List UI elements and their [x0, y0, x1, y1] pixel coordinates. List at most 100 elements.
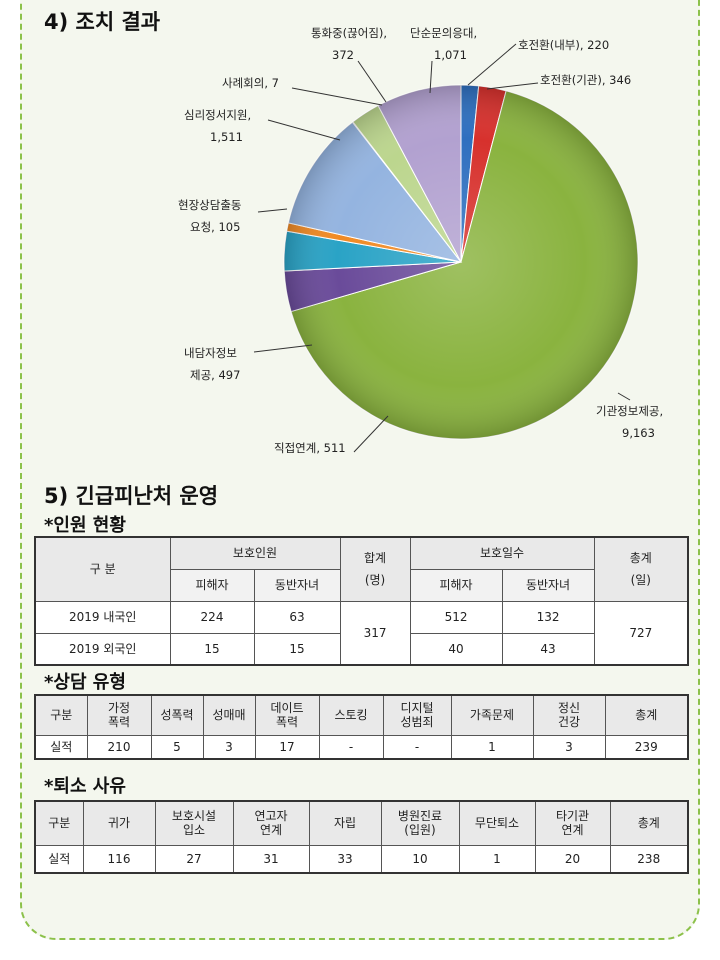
header-grand-unit: (일): [630, 573, 651, 588]
label-transfer-agency: 호전환(기관), 346: [540, 69, 631, 91]
table-row: 실적 210 5 3 17 - - 1 3 239: [34, 734, 689, 760]
cell: 116: [82, 844, 156, 874]
cell: 17: [254, 734, 320, 760]
col-total: 총계: [604, 694, 689, 736]
leave-table: 구분 귀가 보호시설 입소 연고자 연계 자립 병원진료 (입원) 무단퇴소 타기관 연…: [34, 800, 689, 874]
label-transfer-internal-text: 호전환(내부), 220: [518, 38, 610, 52]
col-dating-violence: 데이트 폭력: [254, 694, 320, 736]
cell-victim-days: 40: [409, 632, 503, 666]
header-total-unit: (명): [364, 573, 386, 588]
leader-line-0: [357, 60, 387, 103]
col-mental-health: 정신 건강: [532, 694, 606, 736]
cell: 33: [308, 844, 382, 874]
col-other-agency: 타기관 연계: [534, 800, 611, 846]
cell-victim: 15: [169, 632, 255, 666]
header-category: 구 분: [34, 536, 171, 602]
col-total: 총계: [609, 800, 689, 846]
label-field-dispatch: 현장상담출동 요청, 105: [178, 194, 241, 238]
header-grand-total: 총계 (일): [593, 536, 689, 602]
col-stalking: 스토킹: [318, 694, 384, 736]
leader-line-5: [267, 119, 341, 141]
label-field-dispatch-value: 요청, 105: [190, 220, 241, 234]
header-child: 동반자녀: [253, 568, 341, 602]
label-agency-info-value: 9,163: [622, 426, 655, 440]
section-4-title: 4) 조치 결과: [44, 10, 161, 34]
col-independence: 자립: [308, 800, 382, 846]
label-psych-support-name: 심리정서지원,: [184, 108, 252, 122]
cell-child: 15: [253, 632, 341, 666]
leader-line-6: [257, 208, 288, 213]
cell-child-days: 132: [501, 600, 595, 634]
label-simple-inquiry-name: 단순문의응대,: [410, 26, 478, 40]
leader-line-2: [467, 43, 517, 86]
cell: 3: [202, 734, 256, 760]
header-victim: 피해자: [169, 568, 255, 602]
cell: 238: [609, 844, 689, 874]
cell: 실적: [34, 844, 84, 874]
table-row: 2019 외국인 15 15 40 43: [34, 632, 688, 666]
row-label: 2019 내국인: [34, 600, 171, 634]
cell-child-days: 43: [501, 632, 595, 666]
cell: -: [382, 734, 452, 760]
table-row: 2019 내국인 224 63 317 512 132 727: [34, 600, 689, 666]
leader-line-1: [429, 60, 433, 94]
label-case-meeting-text: 사례회의, 7: [222, 76, 279, 90]
col-relative-link: 연고자 연계: [232, 800, 310, 846]
col-unauthorized-leave: 무단퇴소: [458, 800, 536, 846]
cell: 1: [450, 734, 534, 760]
personnel-table: 구 분 보호인원 합계 (명) 보호일수 총계 (일) 피해자 동반자녀 피해자 동…: [34, 536, 690, 666]
label-transfer-internal: 호전환(내부), 220: [518, 34, 609, 56]
leader-line-4: [291, 87, 383, 106]
label-on-call: 통화중(끊어짐), 372: [304, 22, 394, 66]
label-client-info-value: 제공, 497: [190, 368, 241, 382]
cell: -: [318, 734, 384, 760]
leave-title: *퇴소 사유: [44, 776, 126, 797]
leader-line-7: [253, 344, 313, 353]
col-sexual-violence: 성폭력: [150, 694, 204, 736]
label-client-info: 내담자정보 제공, 497: [184, 342, 240, 386]
leader-line-3: [486, 82, 539, 90]
col-prostitution: 성매매: [202, 694, 256, 736]
consult-title: *상담 유형: [44, 672, 126, 693]
pie-shading: [284, 85, 638, 439]
cell: 실적: [34, 734, 88, 760]
section-5-title: 5) 긴급피난처 운영: [44, 484, 219, 508]
pie-chart: 통화중(끊어짐), 372 단순문의응대, 1,071 호전환(내부), 220…: [0, 0, 720, 470]
label-direct-link: 직접연계, 511: [274, 437, 346, 459]
label-psych-support: 심리정서지원, 1,511: [184, 104, 251, 148]
cell: 1: [458, 844, 536, 874]
cell: 3: [532, 734, 606, 760]
cell: 31: [232, 844, 310, 874]
label-case-meeting: 사례회의, 7: [222, 72, 279, 94]
cell: 210: [86, 734, 152, 760]
label-on-call-name: 통화중(끊어짐),: [310, 26, 388, 40]
col-category: 구분: [34, 694, 88, 736]
leader-line-8: [617, 392, 631, 401]
leave-header-row: 구분 귀가 보호시설 입소 연고자 연계 자립 병원진료 (입원) 무단퇴소 타기관 연…: [34, 800, 689, 846]
label-on-call-value: 372: [332, 48, 354, 62]
col-return-home: 귀가: [82, 800, 156, 846]
label-transfer-agency-text: 호전환(기관), 346: [540, 73, 632, 87]
cell: 239: [604, 734, 689, 760]
label-direct-link-text: 직접연계, 511: [274, 441, 346, 455]
header-victim-days: 피해자: [409, 568, 503, 602]
header-total-label: 합계: [363, 551, 387, 566]
header-protected-days: 보호일수: [409, 536, 595, 570]
header-protected-persons: 보호인원: [169, 536, 341, 570]
personnel-title: *인원 현황: [44, 515, 126, 536]
col-family-issue: 가족문제: [450, 694, 534, 736]
consult-table: 구분 가정 폭력 성폭력 성매매 데이트 폭력 스토킹 디지털 성범죄 가족문제 정신…: [34, 694, 689, 760]
cell-victim: 224: [169, 600, 255, 634]
col-shelter-admission: 보호시설 입소: [154, 800, 234, 846]
label-simple-inquiry: 단순문의응대, 1,071: [410, 22, 477, 66]
label-agency-info-name: 기관정보제공,: [596, 404, 664, 418]
table-row: 실적 116 27 31 33 10 1 20 238: [34, 844, 689, 874]
cell-total-persons: 317: [339, 600, 411, 666]
cell: 5: [150, 734, 204, 760]
header-child-days: 동반자녀: [501, 568, 595, 602]
cell: 10: [380, 844, 460, 874]
cell-victim-days: 512: [409, 600, 503, 634]
consult-header-row: 구분 가정 폭력 성폭력 성매매 데이트 폭력 스토킹 디지털 성범죄 가족문제 정신…: [34, 694, 689, 736]
leader-line-9: [353, 415, 389, 453]
row-label: 2019 외국인: [34, 632, 171, 666]
